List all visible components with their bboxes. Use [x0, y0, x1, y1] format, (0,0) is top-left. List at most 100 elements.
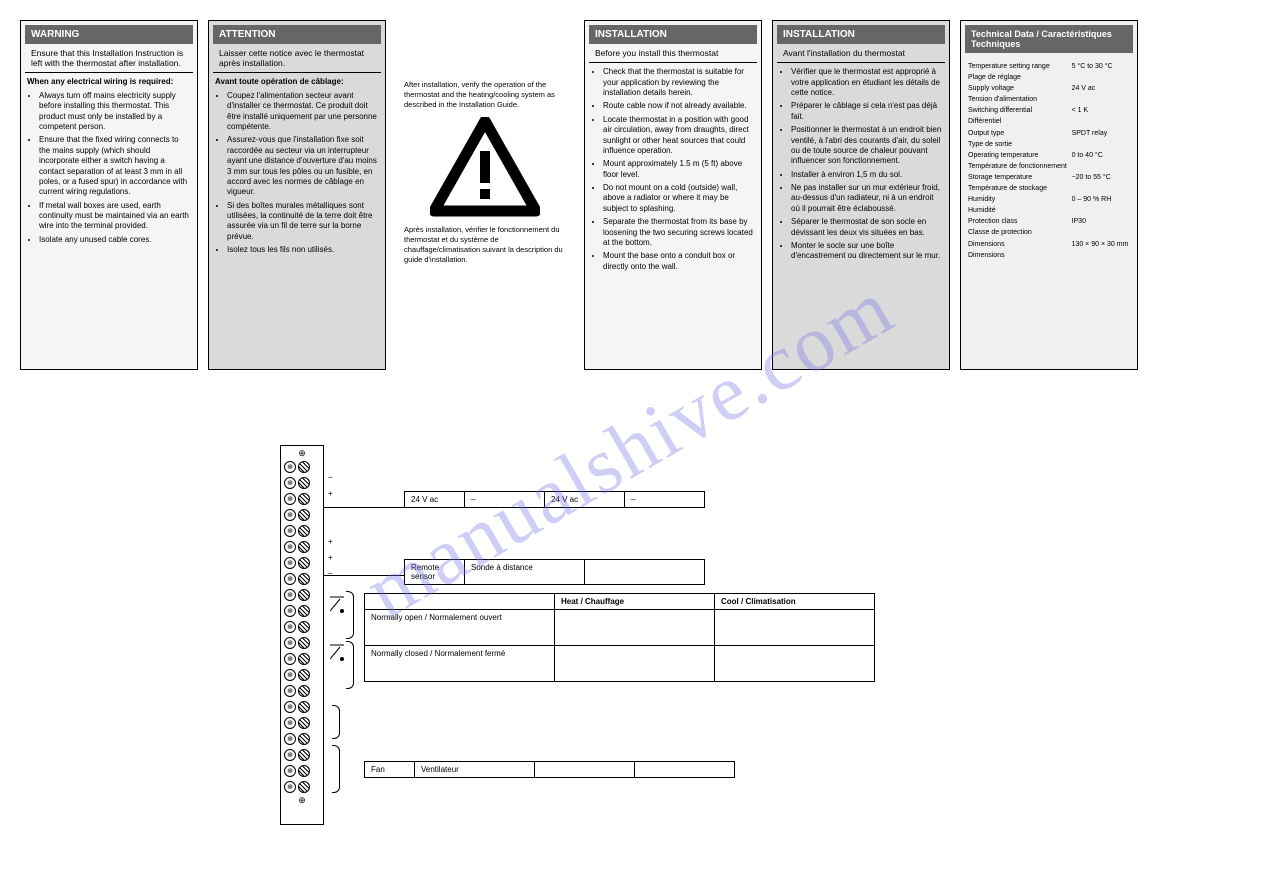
terminal-row: ⊕ — [281, 539, 323, 555]
terminal-row: ⊕ — [281, 763, 323, 779]
screw-icon: ⊕ — [284, 509, 296, 521]
body-list: Vérifier que le thermostat est approprié… — [779, 67, 943, 262]
terminal-row: ⊕ — [281, 779, 323, 795]
relay-contact-icon — [330, 595, 344, 613]
terminal-row: ⊕ — [281, 491, 323, 507]
spec-cell: 24 V ac — [545, 492, 625, 508]
screw-icon: ⊕ — [284, 733, 296, 745]
screw-icon: ⊕ — [284, 669, 296, 681]
tech-cell: Humidité — [967, 205, 1071, 216]
fan-table: Fan Ventilateur — [364, 761, 735, 778]
spec-cell: – — [465, 492, 545, 508]
panel-sub: Laisser cette notice avec le thermostat … — [213, 48, 381, 73]
terminal-slot-icon — [298, 781, 310, 793]
spec-cell: – — [625, 492, 705, 508]
spec-cell: Ventilateur — [415, 762, 535, 778]
list-item: Check that the thermostat is suitable fo… — [603, 67, 755, 98]
panel-install-en: INSTALLATION Before you install this the… — [584, 20, 762, 370]
terminal-row: ⊕ — [281, 475, 323, 491]
spec-cell: 24 V ac — [405, 492, 465, 508]
spec-cell: Sonde à distance — [465, 560, 585, 585]
list-item: Positionner le thermostat à un endroit b… — [791, 125, 943, 167]
list-item: Always turn off mains electricity supply… — [39, 91, 191, 133]
warning-triangle-icon — [430, 117, 540, 217]
terminal-row: ⊕ — [281, 635, 323, 651]
brace-icon — [332, 745, 340, 793]
screw-icon: ⊕ — [284, 637, 296, 649]
terminal-slot-icon — [298, 765, 310, 777]
tech-cell: Température de stockage — [967, 183, 1071, 194]
terminal-row: ⊕ — [281, 699, 323, 715]
tech-cell: < 1 K — [1071, 105, 1131, 116]
spec-cell: Heat / Chauffage — [555, 594, 715, 610]
list-item: Si des boîtes murales métalliques sont u… — [227, 201, 379, 243]
warning-top-text: After installation, verify the operation… — [396, 80, 574, 117]
warning-bottom-text: Après installation, vérifier le fonction… — [396, 217, 574, 264]
list-item: If metal wall boxes are used, earth cont… — [39, 201, 191, 232]
spec-cell — [555, 646, 715, 682]
screw-icon: ⊕ — [284, 541, 296, 553]
screw-icon: ⊕ — [284, 621, 296, 633]
tech-cell: −20 to 55 °C — [1071, 172, 1131, 183]
terminal-row: ⊕ — [281, 731, 323, 747]
screw-icon: ⊕ — [284, 717, 296, 729]
list-item: Isolez tous les fils non utilisés. — [227, 245, 379, 255]
brace-icon — [346, 591, 354, 639]
spec-cell: Normally closed / Normalement fermé — [365, 646, 555, 682]
screw-icon: ⊕ — [284, 573, 296, 585]
terminal-slot-icon — [298, 605, 310, 617]
tech-cell: Storage temperature — [967, 172, 1071, 183]
panel-warning-en: WARNING Ensure that this Installation In… — [20, 20, 198, 370]
panel-body: Temperature setting range5 °C to 30 °C P… — [961, 57, 1137, 265]
body-heading: Avant toute opération de câblage: — [215, 77, 379, 87]
screw-icon: ⊕ — [284, 589, 296, 601]
tech-cell: 130 × 90 × 30 mm — [1071, 239, 1131, 250]
spec-cell — [535, 762, 635, 778]
terminal-slot-icon — [298, 573, 310, 585]
terminal-slot-icon — [298, 733, 310, 745]
terminal-slot-icon — [298, 669, 310, 681]
terminal-slot-icon — [298, 589, 310, 601]
leader-line — [324, 575, 404, 576]
terminal-slot-icon — [298, 637, 310, 649]
spec-cell — [365, 594, 555, 610]
technical-table: Temperature setting range5 °C to 30 °C P… — [967, 61, 1131, 261]
terminal-slot-icon — [298, 477, 310, 489]
terminal-slot-icon — [298, 509, 310, 521]
terminal-slot-icon — [298, 621, 310, 633]
terminal-row: ⊕ — [281, 683, 323, 699]
screw-icon: ⊕ — [284, 781, 296, 793]
spec-cell — [635, 762, 735, 778]
panel-body: When any electrical wiring is required: … — [21, 73, 197, 369]
spec-cell — [585, 560, 705, 585]
tech-cell: Operating temperature — [967, 150, 1071, 161]
tech-cell: Dimensions — [967, 239, 1071, 250]
terminal-row: ⊕ — [281, 619, 323, 635]
panel-sub: Ensure that this Installation Instructio… — [25, 48, 193, 73]
list-item: Assurez-vous que l'installation fixe soi… — [227, 135, 379, 197]
screw-icon: ⊕ — [284, 493, 296, 505]
terminal-row: ⊕ — [281, 715, 323, 731]
terminal-row: ⊕ — [281, 603, 323, 619]
list-item: Préparer le câblage si cela n'est pas dé… — [791, 101, 943, 122]
panel-title: ATTENTION — [213, 25, 381, 44]
list-item: Mount the base onto a conduit box or dir… — [603, 251, 755, 272]
tech-cell: Type de sortie — [967, 139, 1071, 150]
terminal-slot-icon — [298, 525, 310, 537]
terminal-slot-icon — [298, 541, 310, 553]
panel-body: Vérifier que le thermostat est approprié… — [773, 63, 949, 369]
panel-title: WARNING — [25, 25, 193, 44]
terminal-slot-icon — [298, 493, 310, 505]
body-list: Always turn off mains electricity supply… — [27, 91, 191, 245]
list-item: Coupez l'alimentation secteur avant d'in… — [227, 91, 379, 133]
screw-icon: ⊕ — [284, 477, 296, 489]
terminal-diagram: ⊕ ⊕⊕⊕⊕⊕⊕⊕⊕⊕⊕⊕⊕⊕⊕⊕⊕⊕⊕⊕⊕⊕ ⊕ − + + + − 24 V… — [280, 445, 1230, 845]
screw-icon: ⊕ — [284, 685, 296, 697]
polarity-label: + — [328, 553, 333, 562]
warning-center-column: After installation, verify the operation… — [396, 20, 574, 370]
terminal-row: ⊕ — [281, 523, 323, 539]
terminal-slot-icon — [298, 749, 310, 761]
screw-icon: ⊕ — [284, 765, 296, 777]
screw-icon: ⊕ — [284, 653, 296, 665]
spec-cell — [715, 610, 875, 646]
